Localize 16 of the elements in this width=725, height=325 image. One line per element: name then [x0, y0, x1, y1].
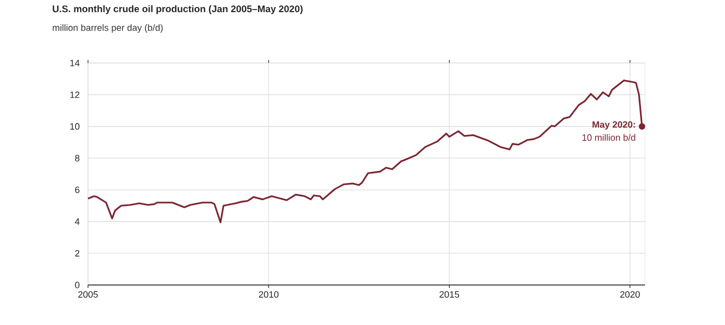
y-tick-label: 14: [70, 60, 80, 66]
y-tick-label: 2: [75, 250, 80, 256]
y-tick-label: 6: [75, 186, 80, 194]
y-tick-label: 8: [75, 154, 80, 162]
x-tick-label: 2020: [620, 291, 640, 298]
y-tick-label: 12: [70, 92, 80, 98]
x-tick-label: 2010: [258, 291, 278, 298]
annotation: 10 million b/d: [582, 134, 636, 141]
x-tick-label: 2015: [440, 291, 460, 298]
y-tick-label: 0: [75, 282, 80, 288]
annotation: May 2020:: [592, 121, 635, 130]
y-tick-label: 10: [70, 123, 80, 130]
chart-subtitle: million barrels per day (b/d): [52, 24, 163, 33]
chart-title: U.S. monthly crude oil production (Jan 2005–May 2020): [52, 5, 303, 14]
y-tick-label: 4: [74, 218, 80, 225]
x-tick-label: 2005: [78, 291, 98, 298]
